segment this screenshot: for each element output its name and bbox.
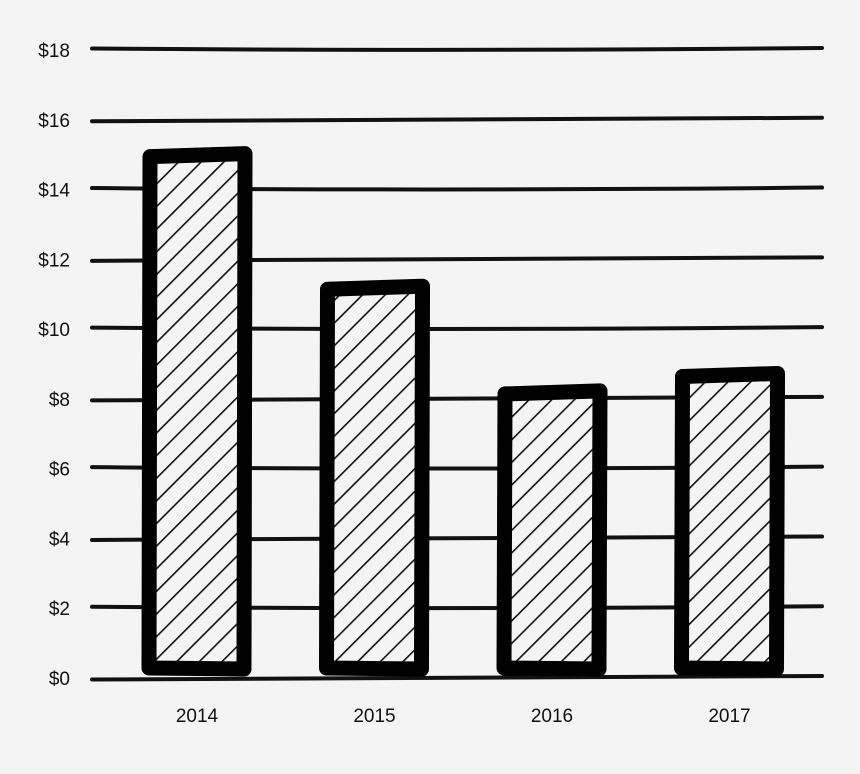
x-category-label: 2015 [353, 706, 395, 727]
y-tick-label: $12 [38, 250, 70, 271]
x-category-label: 2014 [176, 706, 219, 727]
gridline [90, 46, 824, 52]
bar [141, 146, 253, 677]
bars [141, 146, 785, 677]
y-tick-label: $0 [49, 669, 70, 690]
y-axis-tick-labels: $0 $2 $4 $6 $8 $10 $12 $14 $16 $18 [38, 41, 70, 690]
y-tick-label: $2 [49, 599, 70, 620]
y-tick-label: $10 [38, 320, 70, 341]
y-tick-label: $18 [38, 41, 70, 62]
bar [319, 278, 430, 677]
x-axis-category-labels: 2014 2015 2016 2017 [176, 706, 751, 727]
x-category-label: 2016 [531, 706, 573, 727]
y-tick-label: $4 [49, 529, 71, 550]
y-tick-label: $6 [49, 460, 70, 481]
bar [496, 383, 608, 677]
gridline [90, 115, 824, 124]
bar [674, 365, 785, 677]
gridline [90, 674, 824, 682]
x-category-label: 2017 [708, 706, 750, 727]
y-tick-label: $14 [38, 181, 70, 202]
y-tick-label: $8 [49, 390, 70, 411]
y-tick-label: $16 [38, 111, 70, 132]
